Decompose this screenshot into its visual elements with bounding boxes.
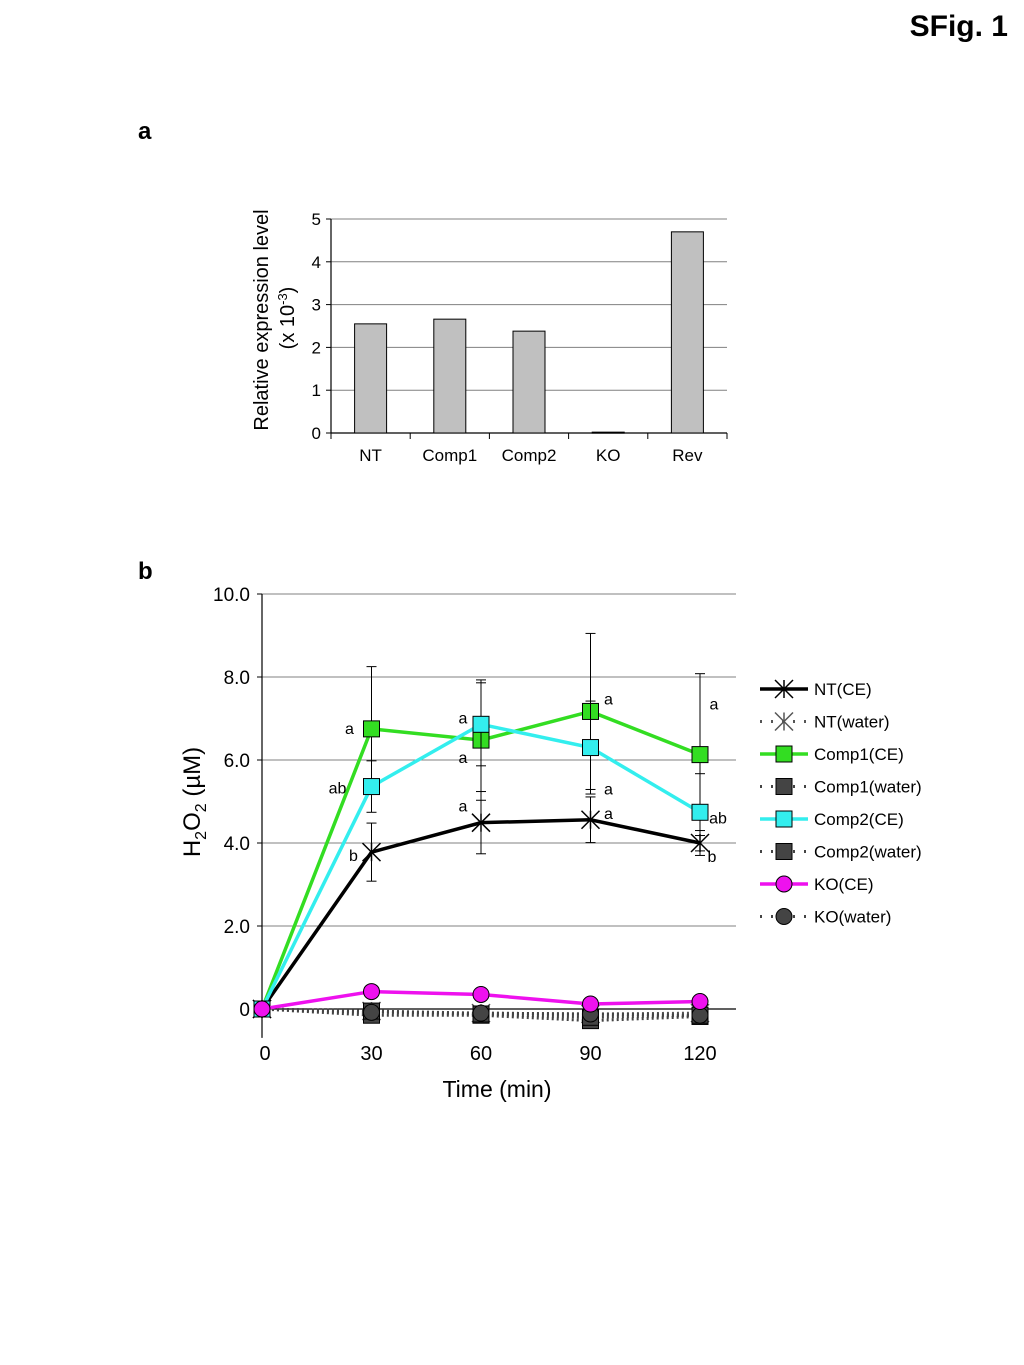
panel-a-chart: 0 1 2 3 4 5 NT Comp1 Comp2 KO Rev Relative expressi… <box>251 209 728 465</box>
data-point <box>253 1000 271 1018</box>
y-tick-label: 2 <box>312 338 321 357</box>
x-tick-label: 60 <box>470 1043 492 1065</box>
series-ko-water <box>253 1000 709 1024</box>
x-tick-label: Comp1 <box>422 446 477 465</box>
x-tick-label: Rev <box>672 446 703 465</box>
significance-label: a <box>710 697 719 714</box>
x-tick-label: 0 <box>259 1043 270 1065</box>
data-point <box>471 813 491 833</box>
x-tick-label: NT <box>359 446 382 465</box>
significance-label: b <box>708 849 717 866</box>
data-point <box>363 720 380 738</box>
y-tick-label: 8.0 <box>224 668 250 689</box>
legend-label: NT(water) <box>814 713 890 732</box>
series-line <box>261 1007 701 1023</box>
bar-ko <box>591 431 625 434</box>
figure-title: SFig. 1 <box>909 10 1008 43</box>
significance-label: a <box>345 721 354 738</box>
legend-marker <box>775 875 793 893</box>
y-tick-label: 0 <box>239 1000 250 1021</box>
legend-item: Comp2(water) <box>760 843 922 862</box>
legend-label: Comp2(water) <box>814 843 922 862</box>
y-tick-label: 1 <box>312 381 321 400</box>
legend-label: Comp1(water) <box>814 778 922 797</box>
bar-nt <box>354 323 388 434</box>
y-tick-label: 2.0 <box>224 917 250 938</box>
legend-item: KO(CE) <box>760 875 874 894</box>
data-point <box>472 985 490 1003</box>
data-point <box>472 715 490 733</box>
legend-item: NT(CE) <box>760 679 872 699</box>
significance-label: a <box>604 782 613 799</box>
data-point <box>472 1004 490 1022</box>
x-tick-label: 120 <box>683 1043 716 1065</box>
significance-label: ab <box>709 810 727 827</box>
significance-label: a <box>459 750 468 767</box>
y-tick-label: 10.0 <box>213 585 250 606</box>
significance-label: a <box>459 710 468 727</box>
y-tick-label: 3 <box>312 296 321 315</box>
x-axis-label: Time (min) <box>442 1076 551 1102</box>
y-axis-label: Relative expression level <box>251 209 273 430</box>
series-comp1-ce: aaa a <box>253 632 719 1018</box>
panel-b-chart: 0 2.0 4.0 6.0 8.0 10.0 0 30 60 90 120 Time (min) H2O… <box>179 585 922 1102</box>
y-tick-label: 5 <box>312 210 321 229</box>
y-tick-label: 6.0 <box>224 751 250 772</box>
y-tick-label: 4.0 <box>224 834 250 855</box>
y-axis-label: H2O2 (µM) <box>179 747 210 857</box>
legend-marker <box>775 810 793 828</box>
legend-label: NT(CE) <box>814 680 872 699</box>
legend-marker <box>775 778 793 795</box>
y-tick-label: 0 <box>312 424 321 443</box>
data-point <box>363 983 380 1001</box>
data-point <box>363 778 380 796</box>
x-tick-label: 90 <box>579 1043 601 1065</box>
legend-item: Comp1(water) <box>760 778 922 797</box>
legend-label: Comp2(CE) <box>814 810 904 829</box>
significance-label: ab <box>329 781 347 798</box>
legend-item: KO(water) <box>760 908 891 927</box>
legend-marker <box>775 745 793 763</box>
series-nt-ce: b a a b <box>252 791 717 1019</box>
data-point <box>582 995 599 1013</box>
legend-marker <box>774 679 794 699</box>
x-tick-label: Comp2 <box>502 446 557 465</box>
series-line <box>261 1007 701 1017</box>
significance-label: a <box>604 691 613 708</box>
legend: NT(CE) NT(water) Comp1(CE) Comp1(water) Comp… <box>760 679 922 927</box>
data-point <box>691 803 709 821</box>
panel-b-label: b <box>138 558 153 585</box>
legend-marker <box>775 843 793 860</box>
significance-label: b <box>349 848 358 865</box>
legend-label: Comp1(CE) <box>814 745 904 764</box>
data-point <box>580 810 601 830</box>
x-tick-label: 30 <box>360 1043 382 1065</box>
data-point <box>691 993 709 1011</box>
bar-comp1 <box>433 318 467 434</box>
panel-a-label: a <box>138 118 152 145</box>
series-line <box>261 1007 701 1019</box>
bar-rev <box>670 231 704 434</box>
data-point <box>691 746 709 764</box>
y-tick-label: 4 <box>312 253 321 272</box>
x-tick-label: KO <box>596 446 621 465</box>
legend-item: NT(water) <box>760 711 890 732</box>
y-axis-label-units: (x 10-3) <box>275 287 299 350</box>
data-point <box>582 739 599 757</box>
legend-item: Comp2(CE) <box>760 810 904 829</box>
bar-comp2 <box>512 330 546 434</box>
legend-label: KO(CE) <box>814 875 874 894</box>
significance-label: a <box>459 799 468 816</box>
series-ko-ce <box>253 983 709 1018</box>
significance-label: a <box>604 806 613 823</box>
legend-label: KO(water) <box>814 908 891 927</box>
data-point <box>361 842 382 862</box>
data-point <box>363 1003 380 1021</box>
legend-marker <box>775 908 793 925</box>
legend-marker <box>774 711 794 732</box>
legend-item: Comp1(CE) <box>760 745 904 764</box>
